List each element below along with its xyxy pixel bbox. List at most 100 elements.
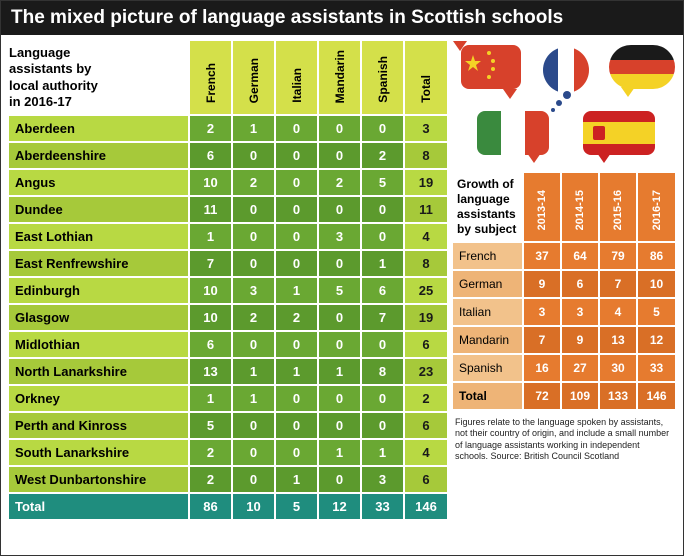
table-total-label: Total (9, 493, 189, 519)
table-cell: 4 (404, 223, 447, 250)
table-total-cell: 12 (318, 493, 361, 519)
growth-cell: 10 (637, 270, 675, 298)
growth-cell: 7 (599, 270, 637, 298)
table-cell: 0 (275, 250, 318, 277)
page-title: The mixed picture of language assistants… (1, 1, 683, 35)
main-col-mandarin: Mandarin (318, 41, 361, 115)
table-cell: 6 (189, 142, 232, 169)
table-cell: 3 (232, 277, 275, 304)
table-row-name: Angus (9, 169, 189, 196)
main-table-panel: Languageassistants bylocal authorityin 2… (9, 41, 447, 519)
table-cell: 0 (275, 412, 318, 439)
table-cell: 0 (318, 115, 361, 142)
table-cell: 0 (275, 331, 318, 358)
content: Languageassistants bylocal authorityin 2… (1, 35, 683, 525)
table-row-name: East Lothian (9, 223, 189, 250)
table-cell: 0 (275, 196, 318, 223)
table-cell: 5 (361, 169, 404, 196)
table-cell: 2 (189, 115, 232, 142)
table-row-name: East Renfrewshire (9, 250, 189, 277)
table-cell: 7 (361, 304, 404, 331)
growth-row-name: German (453, 270, 523, 298)
table-cell: 0 (232, 331, 275, 358)
table-row-name: Edinburgh (9, 277, 189, 304)
table-cell: 8 (361, 358, 404, 385)
table-cell: 1 (275, 466, 318, 493)
table-cell: 1 (232, 358, 275, 385)
table-cell: 10 (189, 169, 232, 196)
table-row-name: North Lanarkshire (9, 358, 189, 385)
growth-cell: 5 (637, 298, 675, 326)
flag-germany (609, 45, 675, 89)
table-total-cell: 10 (232, 493, 275, 519)
table-cell: 0 (232, 142, 275, 169)
growth-cell: 16 (523, 354, 561, 382)
table-cell: 3 (361, 466, 404, 493)
growth-cell: 64 (561, 242, 599, 270)
growth-cell: 9 (523, 270, 561, 298)
growth-cell: 33 (637, 354, 675, 382)
table-cell: 0 (275, 169, 318, 196)
table-cell: 1 (318, 439, 361, 466)
table-cell: 1 (361, 439, 404, 466)
table-cell: 0 (318, 331, 361, 358)
flag-italy (477, 111, 549, 155)
table-cell: 0 (275, 439, 318, 466)
growth-cell: 146 (637, 382, 675, 409)
table-cell: 0 (361, 412, 404, 439)
growth-cell: 37 (523, 242, 561, 270)
table-cell: 6 (404, 331, 447, 358)
table-cell: 11 (404, 196, 447, 223)
growth-row-name: Spanish (453, 354, 523, 382)
table-cell: 1 (275, 358, 318, 385)
table-cell: 0 (232, 439, 275, 466)
table-cell: 6 (404, 412, 447, 439)
table-cell: 8 (404, 250, 447, 277)
table-cell: 6 (189, 331, 232, 358)
table-cell: 6 (361, 277, 404, 304)
growth-cell: 133 (599, 382, 637, 409)
table-cell: 1 (275, 277, 318, 304)
table-cell: 0 (232, 412, 275, 439)
growth-cell: 109 (561, 382, 599, 409)
growth-cell: 3 (523, 298, 561, 326)
table-cell: 0 (232, 223, 275, 250)
table-cell: 1 (232, 115, 275, 142)
growth-row-name: Italian (453, 298, 523, 326)
table-cell: 19 (404, 169, 447, 196)
table-cell: 0 (275, 115, 318, 142)
table-cell: 0 (318, 385, 361, 412)
table-cell: 0 (318, 196, 361, 223)
growth-cell: 86 (637, 242, 675, 270)
table-cell: 5 (318, 277, 361, 304)
growth-cell: 6 (561, 270, 599, 298)
table-cell: 0 (232, 196, 275, 223)
table-cell: 0 (275, 142, 318, 169)
table-row-name: Midlothian (9, 331, 189, 358)
growth-cell: 79 (599, 242, 637, 270)
flag-spain (583, 111, 655, 155)
growth-cell: 13 (599, 326, 637, 354)
table-total-cell: 33 (361, 493, 404, 519)
growth-col-2014-15: 2014-15 (561, 173, 599, 242)
table-cell: 2 (318, 169, 361, 196)
table-cell: 7 (189, 250, 232, 277)
table-cell: 0 (361, 331, 404, 358)
table-cell: 0 (318, 304, 361, 331)
table-cell: 4 (404, 439, 447, 466)
table-cell: 0 (275, 223, 318, 250)
table-cell: 0 (232, 466, 275, 493)
table-row-name: Glasgow (9, 304, 189, 331)
table-cell: 0 (361, 223, 404, 250)
growth-col-2015-16: 2015-16 (599, 173, 637, 242)
flag-china (461, 45, 521, 89)
main-col-spanish: Spanish (361, 41, 404, 115)
table-row-name: Aberdeenshire (9, 142, 189, 169)
flag-france (543, 47, 589, 93)
growth-cell: 72 (523, 382, 561, 409)
table-row-name: South Lanarkshire (9, 439, 189, 466)
table-cell: 2 (232, 304, 275, 331)
table-cell: 0 (361, 115, 404, 142)
table-cell: 10 (189, 304, 232, 331)
growth-row-name: French (453, 242, 523, 270)
